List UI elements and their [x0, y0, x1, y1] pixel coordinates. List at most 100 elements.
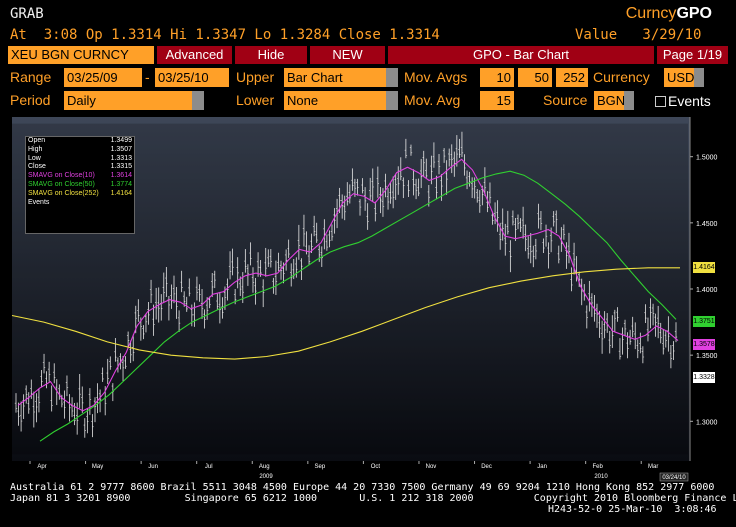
currency-field[interactable]: USD [664, 68, 694, 87]
legend-row: Close 1.3315 [26, 163, 134, 172]
date-stamp-box [659, 472, 689, 482]
legend-label: SMAVG on Close(50) [28, 180, 95, 188]
year-label: 2009 [259, 474, 273, 480]
ticker-label: GRAB [10, 6, 44, 22]
events-checkbox[interactable] [655, 96, 666, 107]
lower-dropdown-handle[interactable] [386, 91, 398, 110]
brand-prefix: Curncy [625, 5, 677, 22]
ma1-field[interactable]: 10 [480, 68, 514, 87]
x-tick-label: Aug [259, 464, 270, 470]
x-axis: Apr May Jun Jul Aug Sep Oct Nov Dec Jan Feb Mar 2009… [29, 461, 689, 482]
x-tick-label: Oct [371, 464, 381, 470]
upper-label: Upper [236, 69, 275, 85]
events-label: Events [668, 93, 711, 109]
y-tick-label: 1.3000 [696, 419, 718, 426]
footer-timestamp: H243-52-0 25-Mar-10 3:08:46 [548, 504, 717, 515]
quote-line: At 3:08 Op 1.3314 Hi 1.3347 Lo 1.3284 Cl… [10, 27, 440, 43]
range-start-field[interactable]: 03/25/09 [64, 68, 142, 87]
year-label: 2010 [594, 474, 608, 480]
hide-button[interactable]: Hide [235, 46, 307, 64]
source-dropdown-handle[interactable] [624, 91, 634, 110]
movavg-label: Mov. Avg [404, 92, 461, 108]
x-tick-label: Apr [37, 464, 46, 470]
moving-average-lines [11, 158, 680, 442]
legend-value: 1.3313 [110, 154, 132, 162]
page-indicator[interactable]: Page 1/19 [657, 46, 728, 64]
currency-dropdown-handle[interactable] [694, 68, 704, 87]
legend-label: High [28, 145, 43, 153]
legend-label: Close [28, 163, 46, 171]
y-axis: 1.5000 1.4500 1.4000 1.3500 1.3000 [689, 117, 718, 461]
legend-value: 1.3614 [110, 172, 132, 180]
ma3-field[interactable]: 252 [556, 68, 588, 87]
source-field[interactable]: BGN [594, 91, 625, 110]
price-label: 1.3328 [693, 372, 715, 384]
legend-row: SMAVG on Close(252) 1.4164 [26, 190, 134, 199]
legend-row: SMAVG on Close(10) 1.3614 [26, 172, 134, 181]
period-dropdown-handle[interactable] [192, 91, 204, 110]
legend-row: Open 1.3499 [26, 137, 134, 146]
legend-value: 1.3774 [110, 180, 132, 188]
legend-row: High 1.3507 [26, 146, 134, 155]
price-label: 1.3578 [693, 339, 715, 351]
x-tick-label: Sep [314, 464, 325, 470]
movavg-field[interactable]: 15 [480, 91, 514, 110]
x-tick-label: Jul [205, 464, 213, 470]
x-tick-label: Jan [537, 464, 547, 470]
legend-value: 1.3499 [110, 137, 132, 144]
source-label: Source [543, 92, 588, 108]
x-tick-label: Dec [481, 464, 492, 470]
upper-field[interactable]: Bar Chart [284, 68, 386, 87]
period-field[interactable]: Daily [64, 91, 192, 110]
x-tick-label: Feb [592, 464, 603, 470]
legend-value: 1.3315 [110, 163, 132, 171]
legend-label: Low [28, 154, 41, 162]
brand-logo: CurncyGPO [626, 5, 712, 23]
legend-row: Low 1.3313 [26, 155, 134, 164]
period-label: Period [10, 92, 51, 108]
y-tick-label: 1.5000 [696, 155, 718, 162]
legend-label: SMAVG on Close(252) [28, 189, 99, 197]
advanced-button[interactable]: Advanced [157, 46, 232, 64]
y-tick-label: 1.4500 [696, 221, 718, 228]
band [12, 322, 688, 389]
movavgs-label: Mov. Avgs [404, 69, 468, 85]
range-label: Range [10, 69, 52, 85]
legend-value: 1.4164 [110, 189, 132, 197]
range-dash: - [145, 69, 150, 85]
price-label: 1.4164 [693, 261, 715, 273]
security-field[interactable]: XEU BGN CURNCY [8, 46, 154, 64]
legend-label: Events [28, 198, 50, 206]
series-line [17, 158, 679, 412]
legend-row: SMAVG on Close(50) 1.3774 [26, 181, 134, 190]
legend-label: Open [28, 137, 46, 144]
series-line [39, 170, 677, 442]
band [12, 255, 688, 323]
lower-label: Lower [236, 92, 275, 108]
upper-dropdown-handle[interactable] [386, 68, 398, 87]
x-tick-label: Jun [148, 464, 158, 470]
footer-contacts-2: Japan 81 3 3201 8900 Singapore 65 6212 1… [10, 493, 736, 504]
brand-suffix: GPO [676, 5, 712, 22]
band [12, 388, 688, 455]
lower-field[interactable]: None [284, 91, 386, 110]
x-tick-label: Nov [426, 464, 437, 470]
date-stamp: 03/24/10 [662, 475, 686, 481]
page-title: GPO - Bar Chart [388, 46, 654, 64]
legend-row: Events [26, 199, 134, 208]
legend-label: SMAVG on Close(10) [28, 172, 95, 180]
currency-label: Currency [593, 69, 650, 85]
footer-contacts-1: Australia 61 2 9777 8600 Brazil 5511 304… [10, 482, 715, 493]
legend-value: 1.3507 [110, 145, 132, 153]
x-tick-label: May [92, 464, 103, 470]
y-tick-label: 1.4000 [696, 287, 718, 294]
y-tick-label: 1.3500 [696, 353, 718, 360]
x-tick-label: Mar [648, 464, 658, 470]
range-end-field[interactable]: 03/25/10 [155, 68, 229, 87]
price-label: 1.3751 [693, 316, 715, 328]
chart-legend: Open 1.3499 High 1.3507 Low 1.3313 Close 1.3315… [25, 136, 135, 234]
new-button[interactable]: NEW [310, 46, 385, 64]
ma2-field[interactable]: 50 [518, 68, 552, 87]
value-date: Value 3/29/10 [575, 27, 702, 43]
